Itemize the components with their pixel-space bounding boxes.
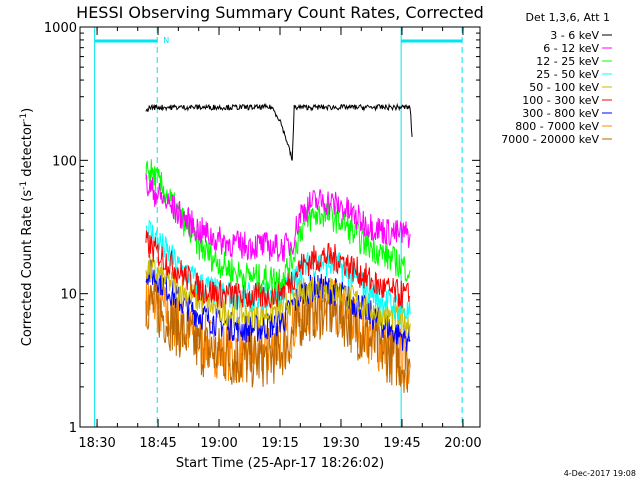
y-tick-label: 100 [52,154,77,169]
x-tick-label: 19:00 [200,436,237,451]
legend-entry-label: 300 - 800 keV [522,107,599,120]
legend-title: Det 1,3,6, Att 1 [526,11,610,24]
x-tick-label: 18:45 [139,436,176,451]
night-marker: N [163,36,169,45]
series-line [145,173,411,263]
legend-entry-label: 100 - 300 keV [522,94,599,107]
series-line [145,159,411,294]
x-tick-label: 19:45 [383,436,420,451]
x-axis: 18:30 18:45 19:00 19:15 19:30 19:45 20:00 [78,27,482,451]
y-tick-label: 10 [60,288,77,303]
legend-entry-label: 12 - 25 keV [536,55,599,68]
series-line [145,230,411,310]
x-tick-label: 20:00 [444,436,481,451]
x-tick-label: 19:15 [261,436,298,451]
chart-title: HESSI Observing Summary Count Rates, Cor… [76,3,484,22]
series-line [145,218,411,321]
footer-date: 4-Dec-2017 19:08 [564,469,636,478]
legend-entry-label: 6 - 12 keV [543,42,599,55]
legend-entry-label: 50 - 100 keV [529,81,599,94]
x-tick-label: 18:30 [78,436,115,451]
legend-entry-label: 800 - 7000 keV [515,120,599,133]
x-axis-label: Start Time (25-Apr-17 18:26:02) [176,456,384,471]
legend-entry-label: 25 - 50 keV [536,68,599,81]
legend-entry-label: 3 - 6 keV [550,29,599,42]
y-tick-label: 1000 [44,21,77,36]
y-axis: 1 10 100 1000 [44,21,480,436]
x-tick-label: 19:30 [322,436,359,451]
series-line [145,271,411,390]
y-axis-label: Corrected Count Rate (s-1 detector-1) [19,108,35,346]
plot-area: N [94,27,463,427]
y-tick-label: 1 [69,421,77,436]
series-line [145,102,413,161]
legend-entry-label: 7000 - 20000 keV [501,133,599,146]
